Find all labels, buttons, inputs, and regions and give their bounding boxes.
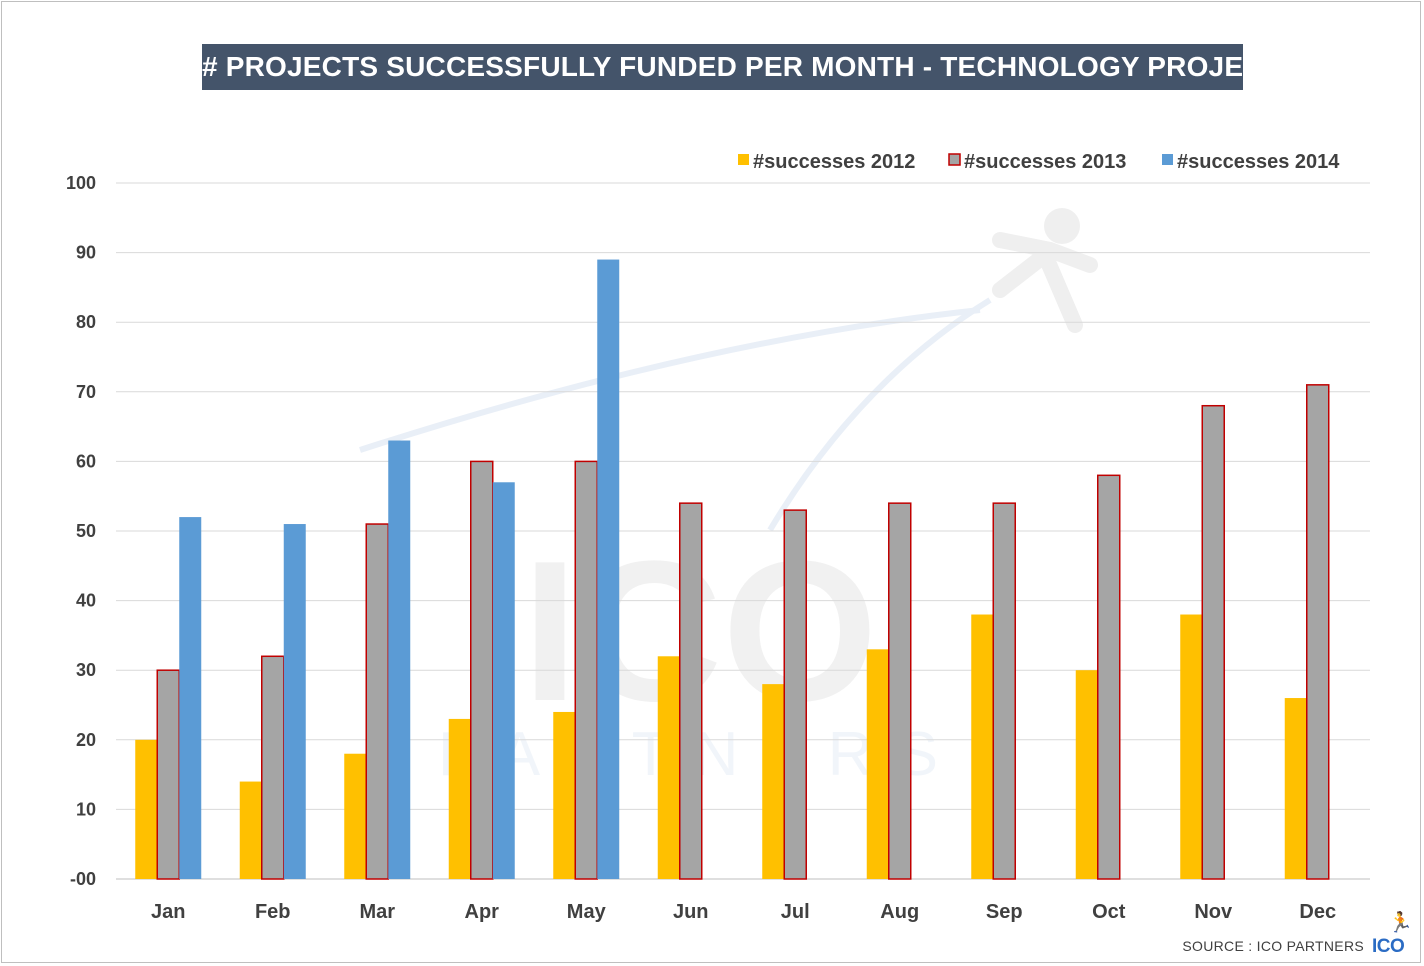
bar-may-2014	[597, 259, 620, 879]
y-tick-label: 10	[76, 799, 96, 819]
bar-feb-2014	[283, 524, 306, 879]
bar-sep-2012	[971, 614, 994, 879]
ico-logo: 🏃 ICO	[1370, 912, 1414, 960]
x-category-label: Feb	[255, 901, 291, 923]
source-note: SOURCE : ICO PARTNERS	[1182, 938, 1364, 954]
x-category-label: Jan	[151, 901, 185, 923]
bars	[135, 259, 1330, 880]
logo-text: ICO	[1372, 936, 1405, 957]
x-category-label: Jul	[781, 901, 810, 923]
bar-apr-2013	[470, 460, 494, 880]
bar-dec-2012	[1284, 698, 1307, 879]
watermark-runner-body	[992, 232, 1098, 333]
bar-mar-2013	[365, 523, 389, 880]
y-tick-label: 30	[76, 660, 96, 680]
bar-aug-2013	[888, 502, 912, 880]
bar-oct-2013	[1097, 474, 1121, 880]
y-tick-label: -00	[70, 869, 96, 889]
bar-may-2013	[574, 460, 598, 880]
x-category-label: Mar	[359, 901, 395, 923]
legend-label: #successes 2012	[753, 151, 915, 173]
legend-label: #successes 2014	[1177, 151, 1340, 173]
x-category-label: Dec	[1299, 901, 1336, 923]
bar-jan-2012	[135, 739, 158, 879]
x-category-label: Oct	[1092, 901, 1126, 923]
bar-apr-2014	[492, 482, 515, 879]
y-tick-label: 40	[76, 591, 96, 611]
y-tick-label: 100	[66, 173, 96, 193]
bar-oct-2012	[1075, 670, 1098, 879]
x-category-label: Nov	[1194, 901, 1233, 923]
y-tick-label: 80	[76, 312, 96, 332]
bar-feb-2013	[261, 655, 285, 880]
y-tick-label: 60	[76, 451, 96, 471]
bar-jun-2013	[679, 502, 703, 880]
bar-jan-2013	[156, 669, 180, 880]
chart-title: # PROJECTS SUCCESSFULLY FUNDED PER MONTH…	[202, 44, 1300, 90]
runner-icon: 🏃	[1388, 912, 1413, 934]
x-category-label: May	[567, 901, 607, 923]
bar-nov-2012	[1180, 614, 1203, 879]
legend: #successes 2012 #successes 2013 #successes…	[738, 151, 1340, 173]
y-tick-label: 90	[76, 243, 96, 263]
legend-swatch	[948, 153, 961, 166]
legend-label: #successes 2013	[964, 151, 1126, 173]
y-tick-label: 20	[76, 730, 96, 750]
bar-aug-2012	[866, 649, 889, 879]
bar-sep-2013	[992, 502, 1016, 880]
bar-apr-2012	[448, 718, 471, 879]
legend-swatch	[1162, 154, 1173, 165]
bar-may-2012	[553, 711, 576, 879]
y-tick-label: 70	[76, 382, 96, 402]
y-axis-ticks: -00 10 20 30 40 50 60 70 80 90 100	[66, 173, 96, 889]
watermark-runner-head	[1044, 208, 1080, 244]
x-category-label: Aug	[880, 901, 919, 923]
bar-mar-2014	[388, 440, 411, 879]
gridlines	[116, 182, 1370, 880]
bar-dec-2013	[1306, 384, 1330, 880]
bar-nov-2013	[1201, 404, 1225, 880]
watermark-arc	[359, 307, 981, 453]
x-category-label: Jun	[673, 901, 709, 923]
legend-swatch	[738, 154, 749, 165]
x-category-label: Sep	[986, 901, 1023, 923]
bar-jan-2014	[179, 517, 202, 879]
x-axis-categories: Jan Feb Mar Apr May Jun Jul Aug Sep Oct Nov Dec	[151, 901, 1336, 923]
bar-jun-2012	[657, 656, 680, 879]
x-category-label: Apr	[465, 901, 500, 923]
bar-jul-2013	[783, 509, 807, 880]
y-tick-label: 50	[76, 521, 96, 541]
bar-feb-2012	[239, 781, 262, 879]
bar-mar-2012	[344, 753, 367, 879]
bar-jul-2012	[762, 684, 785, 879]
